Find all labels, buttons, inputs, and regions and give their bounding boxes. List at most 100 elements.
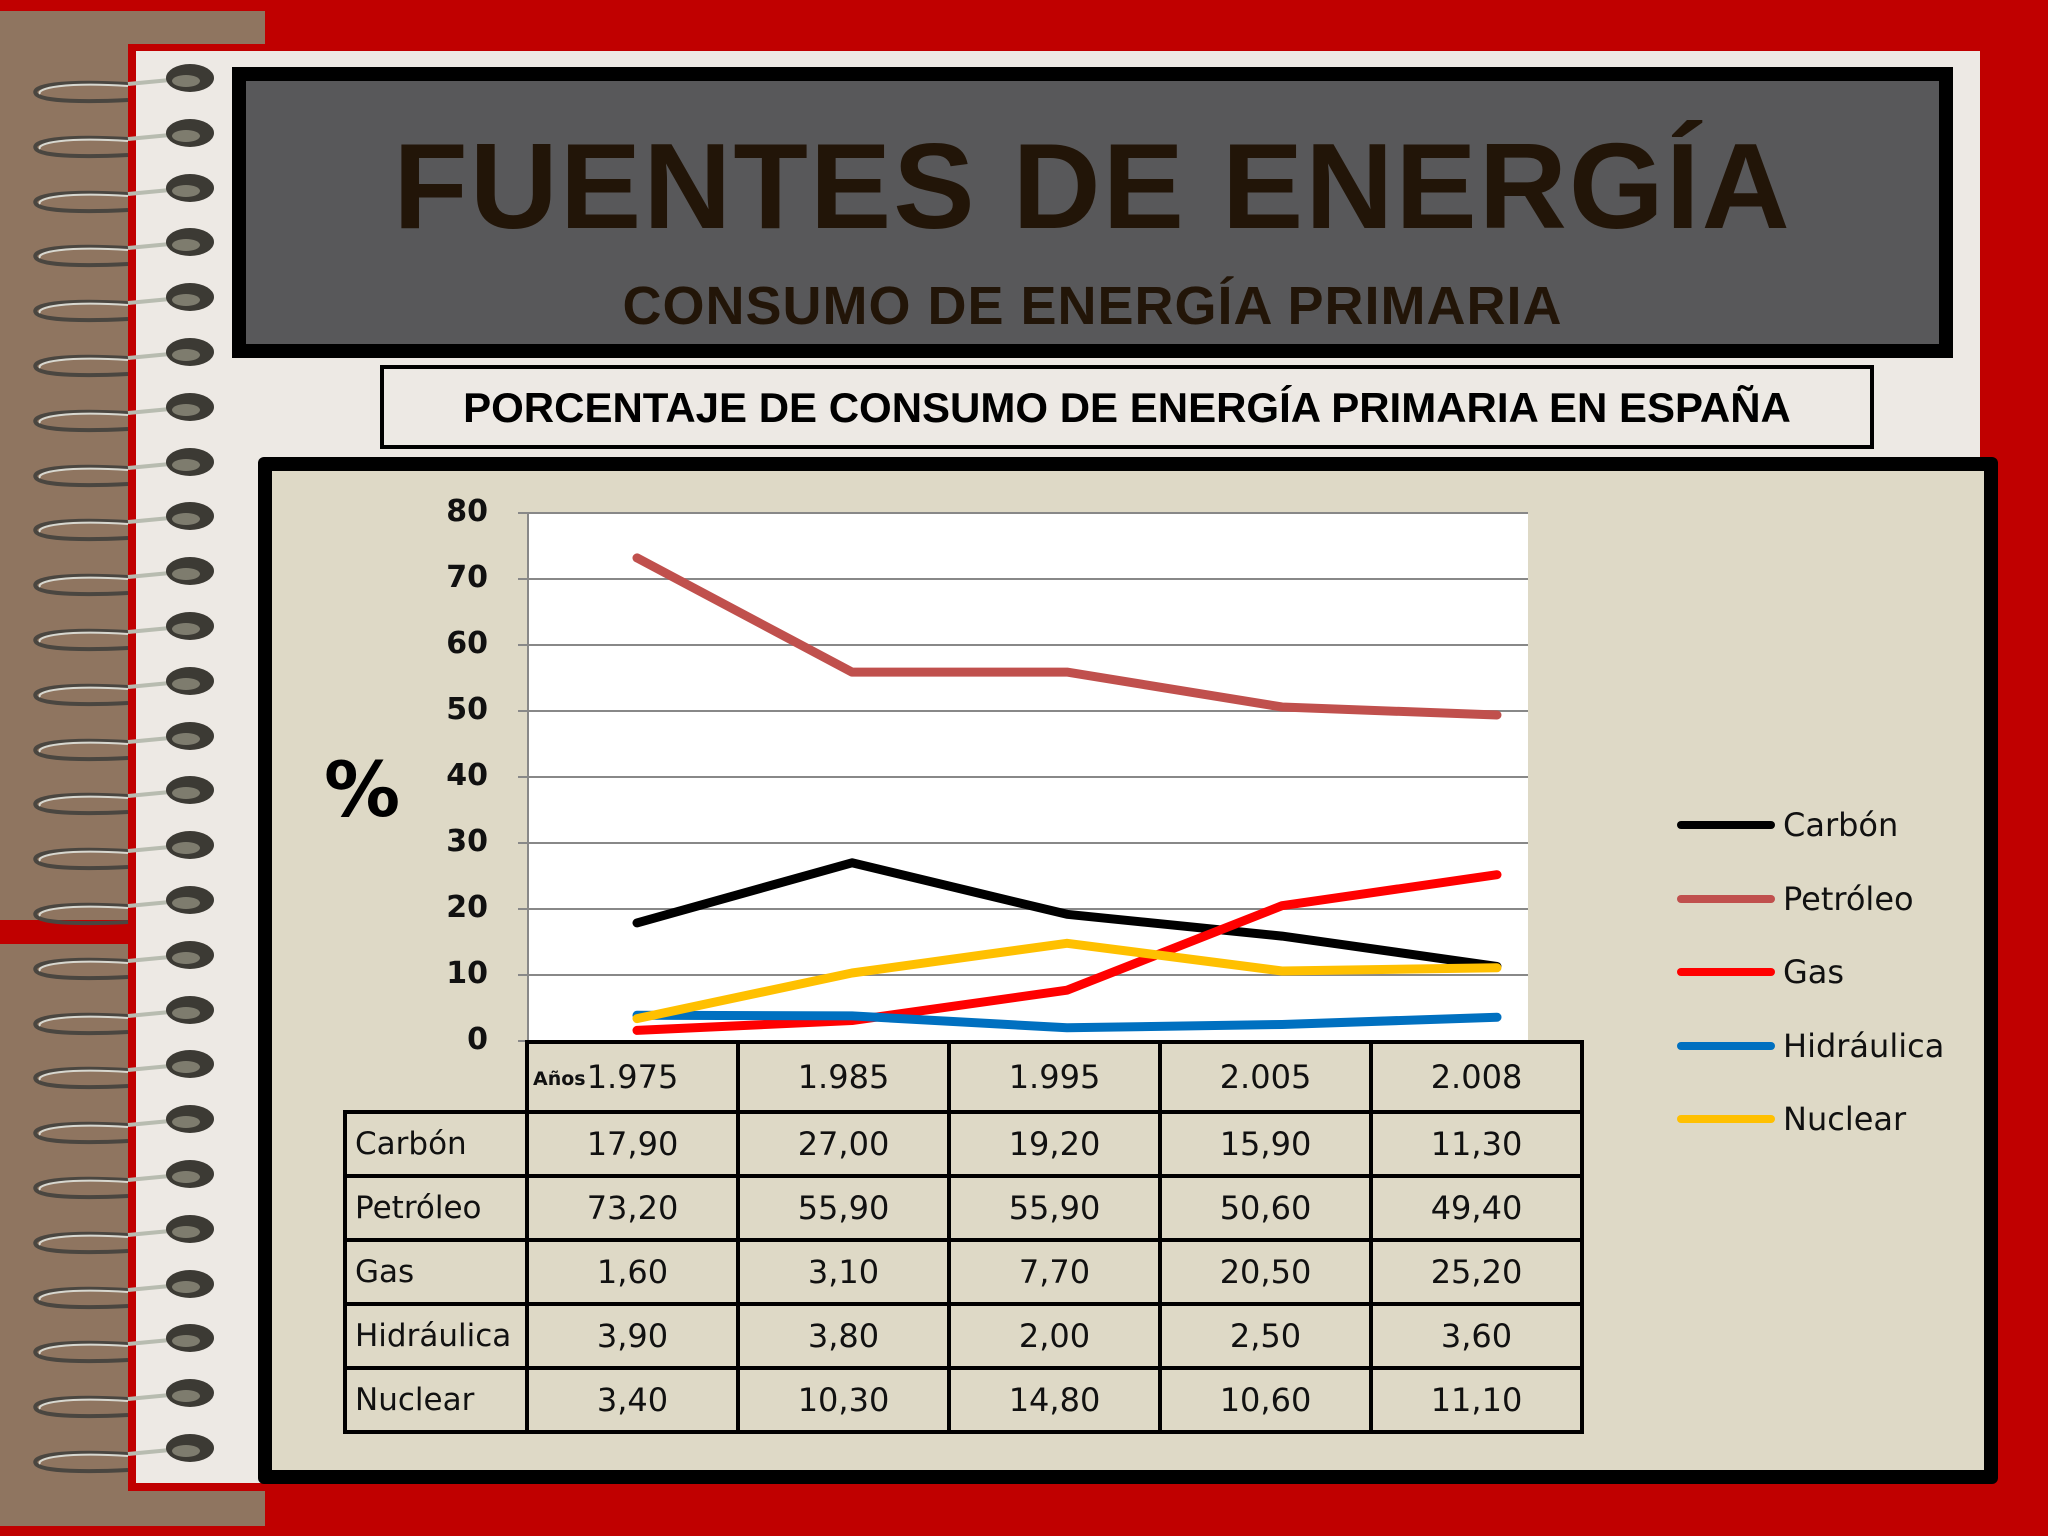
legend-line-swatch-icon [1677,968,1775,976]
table-cell: 17,90 [525,1110,740,1178]
legend-line-swatch-icon [1677,1115,1775,1123]
spiral-ring-icon [33,776,214,816]
title-panel: FUENTES DE ENERGÍA CONSUMO DE ENERGÍA PR… [232,67,1953,358]
table-header-row: Años 1.975 1.985 1.995 2.005 2.008 [345,1040,1584,1114]
table-row: Carbón 17,90 27,00 19,20 15,90 11,30 [343,1110,1584,1178]
table-cell: 15,90 [1158,1110,1373,1178]
table-year-header: 1.995 [947,1040,1162,1114]
series-line-gas [632,870,1502,1035]
y-tick-label: 80 [446,494,488,529]
spiral-ring-icon [33,502,214,542]
table-cell: 10,60 [1158,1366,1373,1434]
data-table: Años 1.975 1.985 1.995 2.005 2.008 Carbón 17,90… [343,1040,1584,1434]
table-cell: 11,30 [1369,1110,1584,1178]
chart-caption: PORCENTAJE DE CONSUMO DE ENERGÍA PRIMARI… [463,384,1791,431]
spiral-ring-icon [33,1434,214,1474]
table-corner-blank [345,1042,527,1112]
spiral-ring-icon [33,941,214,981]
year-label: 1.985 [797,1058,890,1096]
series-line-petróleo [632,553,1502,720]
table-row: Gas 1,60 3,10 7,70 20,50 25,20 [343,1238,1584,1306]
table-year-header: 1.985 [736,1040,951,1114]
legend-label: Nuclear [1783,1100,1907,1138]
year-label: 1.995 [1008,1058,1101,1096]
table-cell: 27,00 [736,1110,951,1178]
table-cell: 7,70 [947,1238,1162,1306]
legend-line-swatch-icon [1677,1041,1775,1050]
spiral-ring-icon [33,448,214,488]
series-line-hidráulica [632,1010,1502,1033]
spiral-ring-icon [33,612,214,652]
table-year-header: 2.008 [1369,1040,1584,1114]
spiral-ring-icon [33,557,214,597]
table-row: Nuclear 3,40 10,30 14,80 10,60 11,10 [343,1366,1584,1434]
table-cell: 20,50 [1158,1238,1373,1306]
table-cell: 10,30 [736,1366,951,1434]
legend-label: Hidráulica [1783,1026,1945,1065]
title-panel-inner: FUENTES DE ENERGÍA CONSUMO DE ENERGÍA PR… [246,81,1939,344]
table-cell: 2,00 [947,1302,1162,1370]
y-axis-label: % [324,745,401,834]
page-subtitle: CONSUMO DE ENERGÍA PRIMARIA [622,276,1563,336]
table-cell: 25,20 [1369,1238,1584,1306]
table-cell: 55,90 [947,1174,1162,1242]
spiral-ring-icon [33,119,214,159]
table-row-label: Petróleo [343,1174,529,1242]
spiral-ring-icon [33,1160,214,1200]
spiral-ring-icon [33,393,214,433]
spiral-ring-icon [33,64,214,104]
year-label: 1.975 [586,1058,679,1096]
spiral-ring-icon [33,1270,214,1310]
table-year-header: 2.005 [1158,1040,1373,1114]
spiral-ring-icon [33,228,214,268]
legend-label: Carbón [1783,806,1899,844]
spiral-ring-icon [33,1324,214,1364]
years-axis-label: Años [533,1068,586,1090]
table-cell: 49,40 [1369,1174,1584,1242]
spiral-ring-icon [33,283,214,323]
series-line-carbón [632,858,1502,971]
y-tick-label: 40 [446,758,488,793]
legend-label: Gas [1783,953,1845,991]
table-row-label: Gas [343,1238,529,1306]
table-cell: 3,10 [736,1238,951,1306]
table-cell: 3,90 [525,1302,740,1370]
spiral-ring-icon [33,722,214,762]
table-year-header: Años 1.975 [525,1040,740,1114]
table-row-label: Hidráulica [343,1302,529,1370]
spiral-binding [0,0,240,1536]
spiral-ring-icon [33,1050,214,1090]
table-row: Hidráulica 3,90 3,80 2,00 2,50 3,60 [343,1302,1584,1370]
table-cell: 19,20 [947,1110,1162,1178]
series-line-nuclear [632,938,1502,1024]
table-row-label: Nuclear [343,1366,529,1434]
spiral-ring-icon [33,667,214,707]
year-label: 2.008 [1430,1058,1523,1096]
y-tick-label: 60 [446,626,488,661]
y-tick-label: 70 [446,560,488,595]
spiral-ring-icon [33,1105,214,1145]
table-cell: 3,40 [525,1366,740,1434]
year-label: 2.005 [1219,1058,1312,1096]
table-cell: 14,80 [947,1366,1162,1434]
chart-caption-box: PORCENTAJE DE CONSUMO DE ENERGÍA PRIMARI… [380,365,1874,449]
table-row: Petróleo 73,20 55,90 55,90 50,60 49,40 [343,1174,1584,1242]
spiral-ring-icon [33,1215,214,1255]
gridlines [518,512,1528,1042]
spiral-ring-icon [33,996,214,1036]
y-tick-label: 50 [446,692,488,727]
y-tick-label: 20 [446,890,488,925]
table-cell: 1,60 [525,1238,740,1306]
table-cell: 50,60 [1158,1174,1373,1242]
table-cell: 3,80 [736,1302,951,1370]
y-tick-label: 0 [467,1022,488,1057]
spiral-ring-icon [33,831,214,871]
y-tick-label: 10 [446,956,488,991]
table-cell: 3,60 [1369,1302,1584,1370]
spiral-ring-icon [33,338,214,378]
y-tick-label: 30 [446,824,488,859]
table-row-label: Carbón [343,1110,529,1178]
table-cell: 2,50 [1158,1302,1373,1370]
spiral-ring-icon [33,886,214,926]
